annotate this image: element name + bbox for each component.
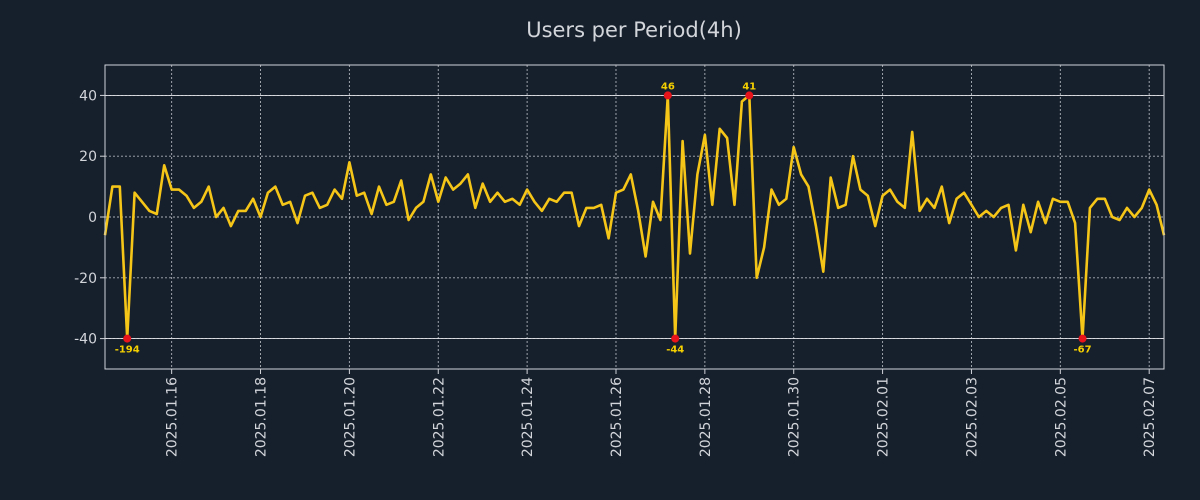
annotation-marker <box>123 334 132 343</box>
annotation-marker <box>671 334 680 343</box>
x-tick-label: 2025.01.16 <box>165 377 181 457</box>
annotation-label: -67 <box>1073 345 1091 356</box>
x-tick-label: 2025.01.24 <box>520 377 536 457</box>
x-tick-label: 2025.01.20 <box>342 377 358 457</box>
annotation-marker <box>1078 334 1087 343</box>
grid-layer <box>105 65 1164 369</box>
x-tick-label: 2025.01.28 <box>698 377 714 457</box>
annotation-label: -44 <box>666 345 684 356</box>
y-tick-label: -40 <box>74 332 97 348</box>
chart-title: Users per Period(4h) <box>526 18 742 42</box>
y-tick-label: 0 <box>88 210 97 226</box>
annotation-label: -194 <box>115 345 140 356</box>
x-tick-label: 2025.02.03 <box>964 377 980 457</box>
y-tick-label: 40 <box>79 88 97 104</box>
annotation-label: 46 <box>661 81 675 92</box>
x-tick-label: 2025.01.30 <box>787 377 803 457</box>
annotation-label: 41 <box>742 81 756 92</box>
y-tick-label: -20 <box>74 271 97 287</box>
x-tick-label: 2025.01.26 <box>609 377 625 457</box>
y-axis-ticks: -40 -20 0 20 40 <box>74 88 105 348</box>
x-tick-label: 2025.01.22 <box>431 377 447 457</box>
x-axis-ticks: 2025.01.16 2025.01.18 2025.01.20 2025.01.22… <box>165 369 1158 457</box>
x-tick-label: 2025.02.07 <box>1142 377 1158 457</box>
x-tick-label: 2025.02.05 <box>1053 377 1069 457</box>
reference-lines <box>105 94 1164 340</box>
annotation-marker <box>663 91 672 100</box>
annotation-marker <box>745 91 754 100</box>
x-tick-label: 2025.02.01 <box>876 377 892 457</box>
y-tick-label: 20 <box>79 149 97 165</box>
annotations: -194 46 -44 41 -67 <box>115 81 1092 355</box>
series-line-users <box>103 94 1166 340</box>
plot-frame <box>104 64 1165 370</box>
x-tick-label: 2025.01.18 <box>254 377 270 457</box>
